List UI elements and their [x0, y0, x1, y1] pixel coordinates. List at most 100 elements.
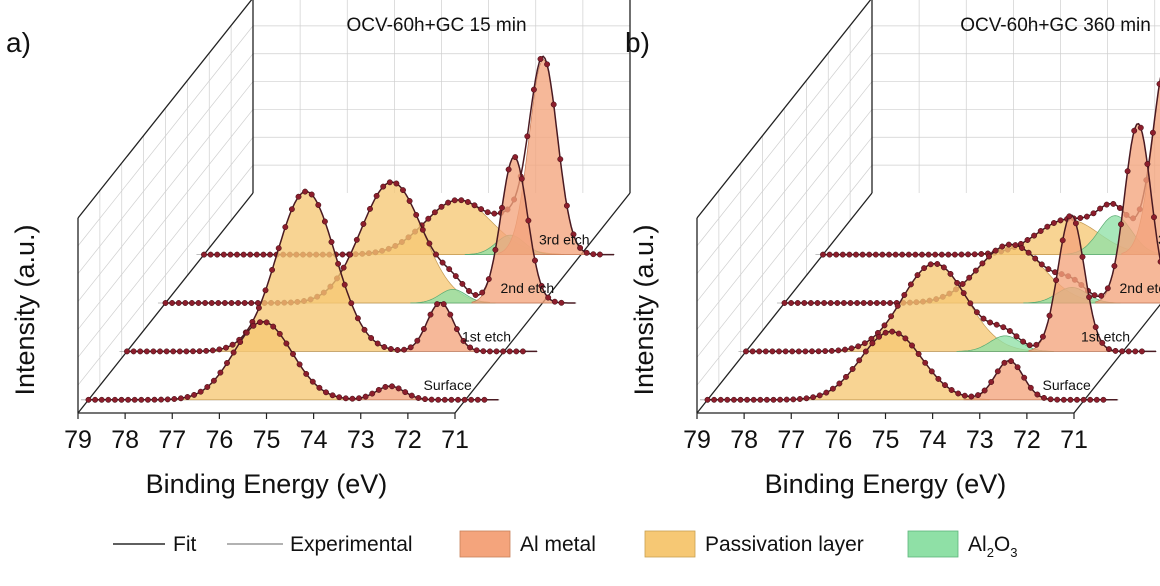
- experimental-point: [966, 274, 973, 281]
- experimental-point: [988, 379, 995, 385]
- experimental-point: [434, 301, 441, 308]
- experimental-point: [1050, 220, 1057, 226]
- experimental-point: [486, 348, 493, 355]
- experimental-points: [704, 328, 1107, 403]
- experimental-point: [776, 348, 782, 355]
- experimental-point: [809, 348, 815, 355]
- experimental-point: [389, 383, 395, 390]
- experimental-point: [596, 251, 603, 258]
- experimental-point: [1149, 129, 1156, 136]
- experimental-point: [1103, 201, 1110, 208]
- experimental-point: [912, 251, 919, 258]
- chart-title: OCV-60h+GC 15 min: [346, 15, 526, 36]
- experimental-point: [493, 348, 500, 355]
- experimental-point: [1038, 261, 1045, 268]
- series-label: Surface: [424, 377, 472, 393]
- legend-al-metal-label: Al metal: [520, 533, 596, 556]
- experimental-point: [867, 300, 874, 306]
- series-surface: Surface: [85, 319, 499, 403]
- experimental-point: [1110, 200, 1117, 207]
- experimental-point: [439, 259, 446, 266]
- experimental-point: [1104, 285, 1111, 292]
- experimental-point: [158, 396, 165, 403]
- series-label: 2nd etch: [1120, 280, 1160, 296]
- experimental-point: [796, 396, 803, 402]
- experimental-point: [932, 251, 939, 258]
- experimental-point: [163, 348, 170, 355]
- experimental-points: [162, 154, 565, 306]
- experimental-point: [262, 287, 269, 294]
- experimental-point: [717, 396, 724, 403]
- experimental-point: [763, 396, 770, 403]
- experimental-point: [1013, 333, 1020, 340]
- experimental-point: [478, 206, 485, 213]
- experimental-point: [203, 347, 210, 354]
- experimental-point: [873, 300, 880, 306]
- experimental-point: [860, 300, 867, 306]
- experimental-point: [558, 299, 565, 306]
- experimental-point: [538, 282, 545, 289]
- experimental-point: [1074, 396, 1080, 403]
- experimental-point: [882, 329, 889, 336]
- experimental-point: [724, 396, 731, 403]
- experimental-point: [820, 251, 826, 258]
- experimental-point: [348, 300, 355, 307]
- experimental-points: [781, 124, 1160, 306]
- experimental-point: [769, 348, 776, 355]
- experimental-point: [387, 346, 394, 352]
- x-tick-label: 71: [441, 426, 469, 454]
- x-tick-label: 79: [64, 426, 92, 454]
- experimental-point: [783, 396, 790, 403]
- experimental-point: [464, 199, 471, 205]
- experimental-point: [257, 319, 263, 326]
- experimental-point: [951, 251, 958, 258]
- experimental-point: [854, 300, 861, 306]
- experimental-point: [1090, 210, 1097, 217]
- experimental-point: [499, 204, 505, 211]
- experimental-point: [413, 211, 420, 218]
- experimental-point: [513, 348, 520, 355]
- experimental-point: [1112, 347, 1119, 354]
- experimental-point: [986, 253, 992, 260]
- experimental-point: [921, 265, 928, 272]
- experimental-point: [1125, 348, 1132, 355]
- experimental-point: [407, 344, 414, 351]
- experimental-point: [1087, 396, 1094, 403]
- experimental-point: [474, 396, 481, 403]
- experimental-point: [144, 396, 151, 403]
- experimental-point: [894, 302, 901, 309]
- experimental-point: [361, 326, 368, 333]
- experimental-point: [191, 391, 198, 398]
- experimental-point: [339, 251, 346, 258]
- experimental-point: [859, 251, 866, 258]
- experimental-point: [1014, 364, 1021, 371]
- experimental-point: [828, 347, 835, 354]
- experimental-point: [1066, 213, 1073, 220]
- experimental-point: [422, 396, 428, 403]
- experimental-point: [1020, 338, 1027, 345]
- experimental-point: [711, 396, 718, 403]
- experimental-point: [1144, 161, 1151, 167]
- experimental-point: [879, 251, 886, 258]
- experimental-point: [150, 348, 157, 355]
- experimental-point: [241, 300, 248, 306]
- legend-al2o3-swatch: [907, 530, 959, 558]
- experimental-point: [892, 251, 899, 258]
- experimental-point: [803, 395, 810, 402]
- experimental-point: [1098, 292, 1105, 299]
- experimental-point: [420, 326, 427, 332]
- experimental-point: [1000, 324, 1007, 331]
- experimental-point: [214, 251, 221, 258]
- experimental-point: [275, 245, 282, 252]
- experimental-point: [570, 231, 577, 238]
- experimental-point: [1059, 237, 1066, 244]
- panel-label: b): [625, 27, 650, 58]
- experimental-point: [934, 261, 941, 267]
- x-ticks: 79 78 77 76 75 74 73 72 71: [64, 413, 469, 454]
- experimental-point: [480, 348, 487, 355]
- experimental-point: [756, 348, 763, 355]
- series-label: 1st etch: [462, 328, 511, 344]
- experimental-point: [453, 326, 460, 333]
- experimental-point: [1118, 221, 1124, 228]
